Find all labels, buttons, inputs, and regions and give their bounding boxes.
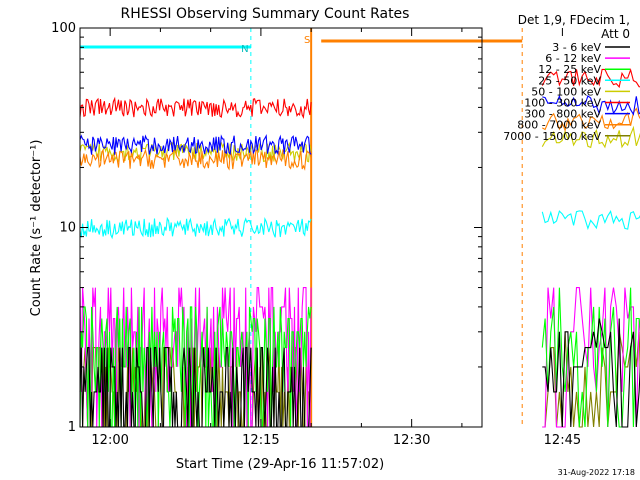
x-axis-label: Start Time (29-Apr-16 11:57:02) [176,457,384,472]
legend-label: 6 - 12 keV [545,52,601,65]
y-axis-label: Count Rate (s⁻¹ detector⁻¹) [29,140,44,317]
legend-label: 7000 - 15000 keV [503,130,601,143]
series-line-segment-2 [541,210,640,231]
series-line-segment-1 [79,216,312,240]
series-line-segment-2 [541,287,640,428]
series-line-segment-1 [79,133,312,156]
y-tick-label: 1 [68,420,76,435]
series-line-segment-1 [79,287,312,428]
axes: 12:0012:1512:3012:4513:0013:1513:3011010… [51,21,581,448]
saa-flag-label: S [304,35,310,46]
x-tick-label: 12:30 [393,433,430,448]
night-flag-label: N [241,44,248,55]
legend-label: 25 - 50 keV [538,74,601,87]
series-line-segment-2 [542,287,640,428]
series-5 [79,68,640,120]
legend-label: 800 - 7000 keV [517,119,601,132]
timestamp: 31-Aug-2022 17:18 [558,468,635,477]
x-tick-label: 12:45 [544,433,581,448]
legend-label: 300 - 800 keV [524,108,601,121]
series-line-segment-1 [79,96,312,120]
legend-header-line-2: Att 0 [601,27,630,41]
legend-label: 50 - 100 keV [531,85,601,98]
x-tick-label: 12:15 [242,433,279,448]
x-tick-label: 12:00 [91,433,128,448]
chart-title: RHESSI Observing Summary Count Rates [121,6,410,22]
series-line-segment-2 [541,125,640,149]
series-line-segment-2 [542,318,640,428]
series-3 [79,210,640,240]
series-line-segment-2 [542,331,640,428]
series-line-segment-1 [79,148,312,171]
legend-label: 12 - 25 keV [538,63,601,76]
series-line-segment-2 [541,68,640,89]
y-tick-label: 10 [59,221,76,236]
y-tick-label: 100 [51,21,76,36]
legend-label: 3 - 6 keV [552,41,601,54]
legend-label: 100 - 300 keV [524,97,601,110]
series-1 [79,287,640,428]
legend-header-line-1: Det 1,9, FDecim 1, [518,13,630,27]
